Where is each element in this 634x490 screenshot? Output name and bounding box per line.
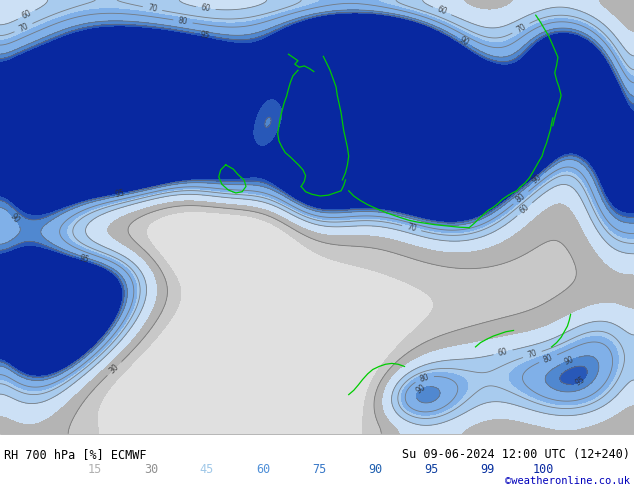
Text: 95: 95	[424, 463, 438, 476]
Text: 90: 90	[368, 463, 382, 476]
Text: 60: 60	[518, 203, 531, 216]
Text: 99: 99	[480, 463, 494, 476]
Text: Su 09-06-2024 12:00 UTC (12+240): Su 09-06-2024 12:00 UTC (12+240)	[402, 448, 630, 461]
Text: 30: 30	[108, 362, 121, 375]
Text: RH 700 hPa [%] ECMWF: RH 700 hPa [%] ECMWF	[4, 448, 146, 461]
Text: 70: 70	[406, 222, 418, 234]
Text: 90: 90	[8, 212, 21, 225]
Text: 60: 60	[256, 463, 270, 476]
Text: 80: 80	[514, 191, 527, 204]
Text: 95: 95	[574, 375, 587, 388]
Text: 90: 90	[531, 172, 543, 185]
Text: ©weatheronline.co.uk: ©weatheronline.co.uk	[505, 476, 630, 486]
Text: 15: 15	[88, 463, 102, 476]
Text: 70: 70	[514, 22, 527, 34]
Text: 70: 70	[147, 3, 158, 14]
Text: 90: 90	[414, 383, 427, 396]
Text: 80: 80	[542, 353, 554, 365]
Text: 70: 70	[526, 349, 538, 360]
Text: 70: 70	[17, 22, 30, 34]
Text: 60: 60	[497, 347, 509, 358]
Text: 60: 60	[200, 3, 211, 14]
Text: 30: 30	[144, 463, 158, 476]
Text: 45: 45	[200, 463, 214, 476]
Text: 60: 60	[436, 5, 448, 17]
Text: 100: 100	[533, 463, 553, 476]
Text: 95: 95	[199, 30, 210, 40]
Text: 95: 95	[78, 254, 90, 266]
Text: 80: 80	[418, 372, 430, 384]
Text: 95: 95	[113, 189, 125, 199]
Text: 90: 90	[457, 35, 470, 48]
Text: 80: 80	[178, 16, 188, 26]
Text: 60: 60	[20, 8, 33, 21]
Text: 90: 90	[563, 355, 576, 367]
Text: 75: 75	[312, 463, 326, 476]
